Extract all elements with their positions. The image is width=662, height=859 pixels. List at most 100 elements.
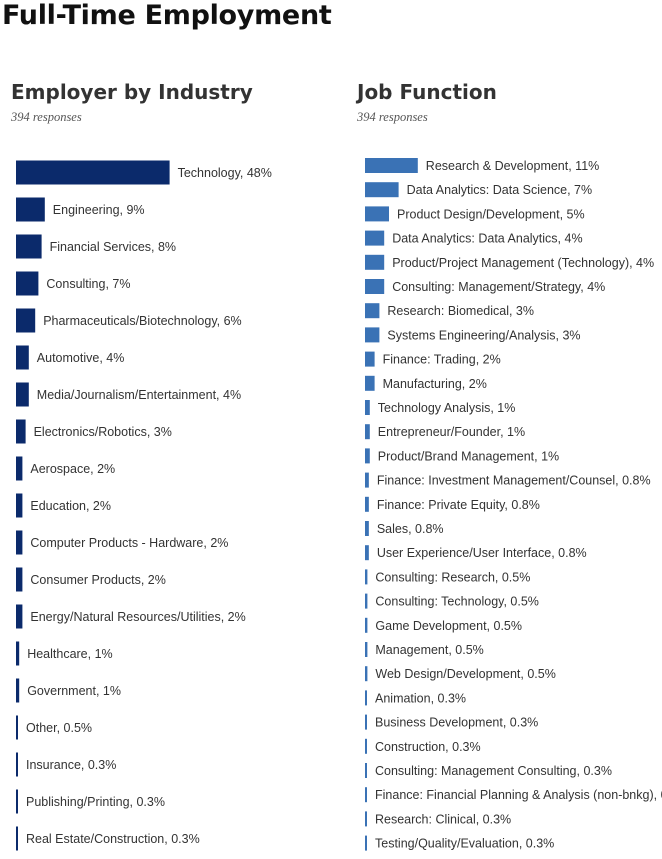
- industry-data-label: Education, 2%: [30, 499, 111, 513]
- job-function-bar: [365, 835, 367, 851]
- job-function-bar: [365, 690, 367, 706]
- industry-data-label: Aerospace, 2%: [30, 462, 115, 476]
- industry-data-label: Automotive, 4%: [37, 351, 125, 365]
- industry-bar: [16, 456, 23, 481]
- job-function-bar: [365, 230, 385, 246]
- job-function-bar: [365, 521, 369, 536]
- job-function-data-label: Product/Project Management (Technology),…: [392, 256, 654, 270]
- job-function-data-label: Research & Development, 11%: [426, 159, 599, 173]
- industry-bar: [16, 789, 18, 814]
- industry-data-label: Government, 1%: [27, 684, 121, 698]
- job-function-bar: [365, 375, 375, 391]
- job-function-data-label: User Experience/User Interface, 0.8%: [377, 546, 587, 560]
- job-function-data-label: Finance: Financial Planning & Analysis (…: [375, 788, 662, 802]
- job-function-bar: [365, 642, 368, 657]
- job-function-bar: [365, 158, 418, 173]
- job-function-bar: [365, 424, 370, 440]
- job-function-bar: [365, 448, 370, 464]
- job-function-bar: [365, 787, 367, 803]
- job-function-bar: [365, 714, 367, 730]
- job-function-bar: [365, 327, 380, 343]
- industry-bar: [16, 604, 23, 629]
- job-function-bar: [365, 496, 369, 512]
- industry-data-label: Financial Services, 8%: [50, 240, 176, 254]
- job-function-bar: [365, 182, 399, 198]
- industry-bar: [16, 308, 36, 333]
- job-function-bar: [365, 206, 389, 222]
- job-function-data-label: Sales, 0.8%: [377, 522, 444, 536]
- job-function-data-label: Finance: Investment Management/Counsel, …: [377, 474, 651, 488]
- job-function-data-label: Management, 0.5%: [375, 643, 483, 657]
- industry-data-label: Technology, 48%: [178, 166, 272, 180]
- job-function-data-label: Manufacturing, 2%: [383, 377, 487, 391]
- industry-bar: [16, 382, 29, 407]
- job-function-bar: [365, 254, 385, 270]
- industry-data-label: Energy/Natural Resources/Utilities, 2%: [30, 610, 245, 624]
- job-function-data-label: Construction, 0.3%: [375, 740, 481, 754]
- industry-bar: [16, 234, 42, 259]
- job-function-data-label: Research: Biomedical, 3%: [387, 304, 534, 318]
- job-function-data-label: Data Analytics: Data Science, 7%: [407, 183, 593, 197]
- industry-data-label: Publishing/Printing, 0.3%: [26, 795, 165, 809]
- industry-bar: [16, 419, 26, 444]
- job-function-data-label: Testing/Quality/Evaluation, 0.3%: [375, 837, 554, 851]
- industry-data-label: Engineering, 9%: [53, 203, 145, 217]
- industry-data-label: Electronics/Robotics, 3%: [34, 425, 172, 439]
- industry-bar: [16, 641, 20, 666]
- industry-bar: [16, 345, 29, 370]
- industry-bar: [16, 678, 20, 703]
- job-function-bar: [365, 593, 368, 609]
- job-function-bar: [365, 279, 385, 294]
- industry-data-label: Consulting, 7%: [46, 277, 130, 291]
- job-function-bar: [365, 303, 380, 319]
- job-function-bar: [365, 351, 375, 367]
- job-function-chart-subtitle: 394 responses: [357, 110, 428, 124]
- job-function-bar: [365, 472, 369, 488]
- industry-bar: [16, 752, 18, 777]
- job-function-bar: [365, 545, 369, 561]
- job-function-data-label: Systems Engineering/Analysis, 3%: [387, 328, 580, 342]
- industry-bar: [16, 493, 23, 518]
- industry-data-label: Real Estate/Construction, 0.3%: [26, 832, 200, 846]
- industry-chart-title: Employer by Industry: [11, 80, 253, 104]
- industry-data-label: Pharmaceuticals/Biotechnology, 6%: [43, 314, 242, 328]
- page-title: Full-Time Employment: [2, 0, 332, 31]
- job-function-data-label: Research: Clinical, 0.3%: [375, 812, 511, 826]
- job-function-data-label: Consulting: Management Consulting, 0.3%: [375, 764, 612, 778]
- job-function-data-label: Game Development, 0.5%: [375, 619, 522, 633]
- industry-data-label: Computer Products - Hardware, 2%: [30, 536, 228, 550]
- job-function-bar: [365, 569, 368, 585]
- job-function-data-label: Business Development, 0.3%: [375, 716, 538, 730]
- job-function-data-label: Consulting: Research, 0.5%: [375, 570, 530, 584]
- industry-bar: [16, 197, 45, 222]
- industry-bar: [16, 715, 18, 740]
- industry-data-label: Healthcare, 1%: [27, 647, 112, 661]
- industry-chart-subtitle: 394 responses: [11, 110, 82, 124]
- industry-data-label: Media/Journalism/Entertainment, 4%: [37, 388, 241, 402]
- job-function-bar: [365, 617, 368, 633]
- industry-bar: [16, 826, 18, 851]
- industry-data-label: Consumer Products, 2%: [30, 573, 165, 587]
- industry-bar: [16, 271, 39, 296]
- job-function-data-label: Product Design/Development, 5%: [397, 207, 585, 221]
- job-function-data-label: Consulting: Management/Strategy, 4%: [392, 280, 605, 294]
- job-function-data-label: Consulting: Technology, 0.5%: [375, 595, 539, 609]
- job-function-data-label: Web Design/Development, 0.5%: [375, 667, 555, 681]
- job-function-data-label: Entrepreneur/Founder, 1%: [378, 425, 525, 439]
- job-function-data-label: Data Analytics: Data Analytics, 4%: [392, 232, 582, 246]
- job-function-bar: [365, 738, 367, 754]
- job-function-bar: [365, 811, 367, 827]
- industry-data-label: Other, 0.5%: [26, 721, 92, 735]
- job-function-bar: [365, 666, 368, 682]
- job-function-data-label: Product/Brand Management, 1%: [378, 449, 559, 463]
- job-function-bar: [365, 400, 370, 415]
- industry-bar: [16, 160, 170, 185]
- job-function-data-label: Animation, 0.3%: [375, 691, 466, 705]
- job-function-data-label: Finance: Trading, 2%: [383, 353, 501, 367]
- industry-data-label: Insurance, 0.3%: [26, 758, 116, 772]
- job-function-data-label: Technology Analysis, 1%: [378, 401, 516, 415]
- industry-bar: [16, 567, 23, 592]
- job-function-data-label: Finance: Private Equity, 0.8%: [377, 498, 540, 512]
